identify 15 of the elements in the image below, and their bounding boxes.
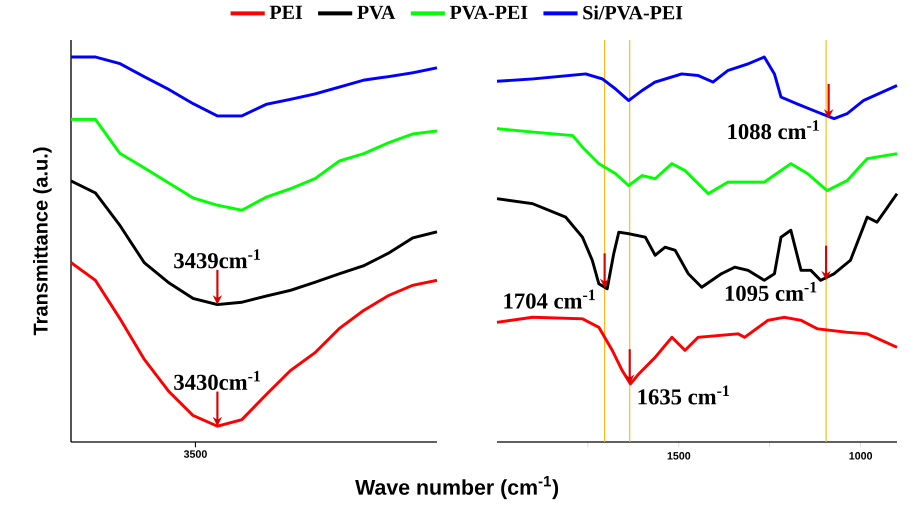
x-axis-title: Wave number (cm$^{-1}$)	[355, 476, 558, 500]
legend-label: Si/PVA-PEI	[583, 5, 682, 20]
annotation: 1095 cm$^{-1}$	[726, 282, 816, 301]
annotation: 1704 cm$^{-1}$	[504, 290, 595, 309]
annotation: 1088 cm$^{-1}$	[728, 120, 819, 140]
x-tick-label: 1500	[668, 452, 690, 460]
annotation: 3430cm$^{-1}$	[174, 370, 260, 390]
legend-label: PVA-PEI	[450, 6, 528, 20]
text: 3500	[184, 450, 207, 458]
x-tick-label: 1000	[849, 452, 872, 460]
legend-label: PVA	[357, 6, 396, 20]
annotation: 1635 cm$^{-1}$	[638, 385, 729, 405]
y-axis-title: Transmittance (a.u.)	[33, 148, 52, 336]
legend-label: PEI	[270, 6, 302, 19]
annotation: 3439cm$^{-1}$	[174, 249, 260, 268]
